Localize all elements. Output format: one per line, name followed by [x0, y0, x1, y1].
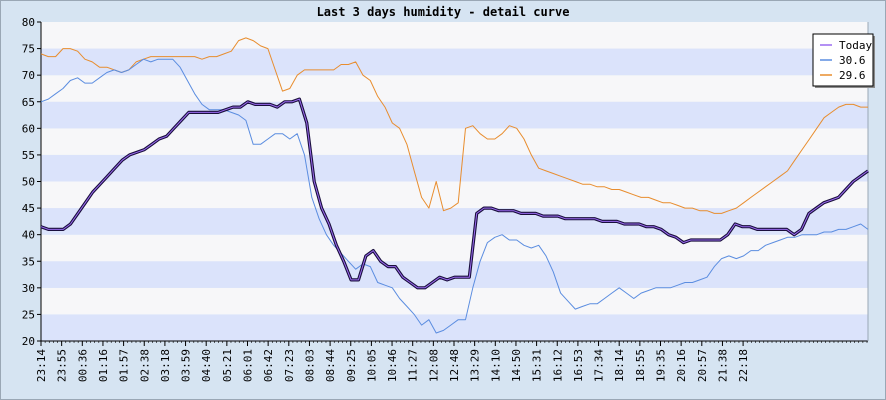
x-tick-label: 08:44	[324, 349, 337, 382]
x-tick-label: 09:25	[345, 349, 358, 382]
grid-band	[41, 314, 868, 341]
x-tick-label: 13:29	[469, 349, 482, 382]
legend-entry: 29.6	[839, 69, 866, 82]
grid-band	[41, 128, 868, 155]
series-line-today	[40, 98, 869, 289]
y-tick-label: 50	[22, 176, 35, 189]
x-tick-label: 18:55	[634, 349, 647, 382]
y-tick-label: 55	[22, 149, 35, 162]
legend-entry: Today	[839, 39, 872, 52]
x-tick-label: 22:18	[737, 349, 750, 382]
y-tick-label: 40	[22, 229, 35, 242]
x-tick-label: 01:16	[97, 349, 110, 382]
x-tick-label: 23:14	[35, 349, 48, 382]
grid-band	[41, 22, 868, 49]
x-tick-label: 20:16	[675, 349, 688, 382]
grid-band	[41, 181, 868, 209]
x-tick-label: 02:38	[138, 349, 151, 382]
grid-band	[41, 287, 868, 315]
x-tick-label: 08:03	[303, 349, 316, 382]
x-tick-label: 12:48	[448, 349, 461, 382]
series-line-29-6	[40, 37, 868, 214]
grid-band	[41, 261, 868, 288]
series-lines	[40, 37, 869, 334]
x-tick-label: 11:27	[407, 349, 420, 382]
y-axis-ticks: 20 25 30 35 40 45 50 55 60 65 70 75 80	[22, 16, 41, 348]
y-tick-label: 75	[22, 43, 35, 56]
x-tick-label: 23:55	[56, 349, 69, 382]
y-tick-label: 80	[22, 16, 35, 29]
grid-band	[41, 101, 868, 129]
grid-band	[41, 48, 868, 76]
grid-band	[41, 208, 868, 235]
x-tick-label: 17:34	[593, 349, 606, 382]
y-tick-label: 30	[22, 282, 35, 295]
x-tick-label: 18:14	[613, 349, 626, 382]
x-tick-label: 14:10	[489, 349, 502, 382]
x-tick-label: 04:40	[200, 349, 213, 382]
x-tick-label: 10:46	[386, 349, 399, 382]
x-tick-label: 03:18	[159, 349, 172, 382]
x-tick-label: 07:23	[283, 349, 296, 382]
x-tick-label: 03:59	[180, 349, 193, 382]
y-tick-label: 45	[22, 202, 35, 215]
y-tick-label: 65	[22, 96, 35, 109]
y-tick-label: 35	[22, 255, 35, 268]
chart-title: Last 3 days humidity - detail curve	[317, 5, 570, 19]
x-tick-label: 19:35	[655, 349, 668, 382]
x-tick-label: 16:53	[572, 349, 585, 382]
x-tick-label: 10:05	[365, 349, 378, 382]
x-tick-label: 15:31	[531, 349, 544, 382]
y-tick-label: 20	[22, 335, 35, 348]
grid-band	[41, 75, 868, 102]
legend-entry: 30.6	[839, 54, 866, 67]
plot-bands	[41, 22, 868, 341]
x-tick-label: 00:36	[76, 349, 89, 382]
x-tick-label: 12:08	[427, 349, 440, 382]
x-tick-label: 06:01	[242, 349, 255, 382]
y-tick-label: 25	[22, 308, 35, 321]
legend: Today 30.6 29.6	[812, 33, 875, 88]
x-tick-label: 06:42	[262, 349, 275, 382]
series-line-30-6	[40, 58, 869, 334]
x-axis-ticks: 23:14 23:55 00:36 01:16 01:57 02:38 03:18 03:59…	[35, 341, 868, 382]
x-tick-label: 01:57	[118, 349, 131, 382]
x-tick-label: 16:12	[551, 349, 564, 382]
x-tick-label: 21:38	[716, 349, 729, 382]
grid-band	[41, 234, 868, 262]
x-tick-label: 20:57	[696, 349, 709, 382]
x-tick-label: 14:50	[510, 349, 523, 382]
grid-band	[41, 154, 868, 182]
y-tick-label: 70	[22, 69, 35, 82]
y-tick-label: 60	[22, 122, 35, 135]
x-tick-label: 05:21	[221, 349, 234, 382]
